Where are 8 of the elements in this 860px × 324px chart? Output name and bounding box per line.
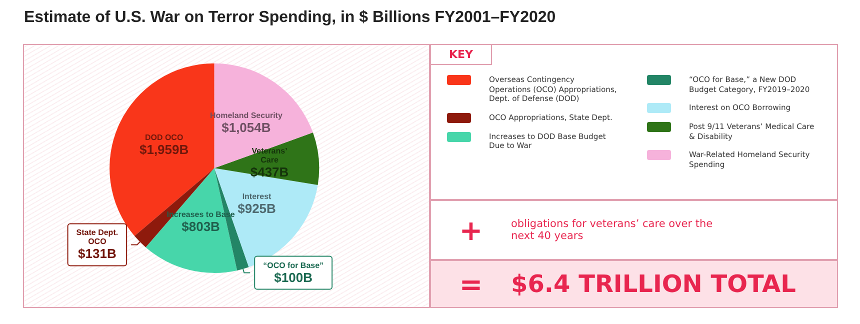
data-label: “OCO for Base” $100B (263, 260, 324, 285)
text: + obligations for veterans’ care over the next 40 years (458, 214, 714, 246)
text: = $6.4 TRILLION TOTAL (458, 268, 796, 300)
legend-title: KEY (431, 45, 492, 65)
chart-title: Estimate of U.S. War on Terror Spending, in $ Billions FY2001–FY2020 (24, 9, 556, 27)
data-label: DOD OCO $1,959B (139, 132, 189, 157)
data-label: State Dept. OCO $131B (76, 228, 118, 262)
data-label: Interest $925B (238, 192, 276, 216)
